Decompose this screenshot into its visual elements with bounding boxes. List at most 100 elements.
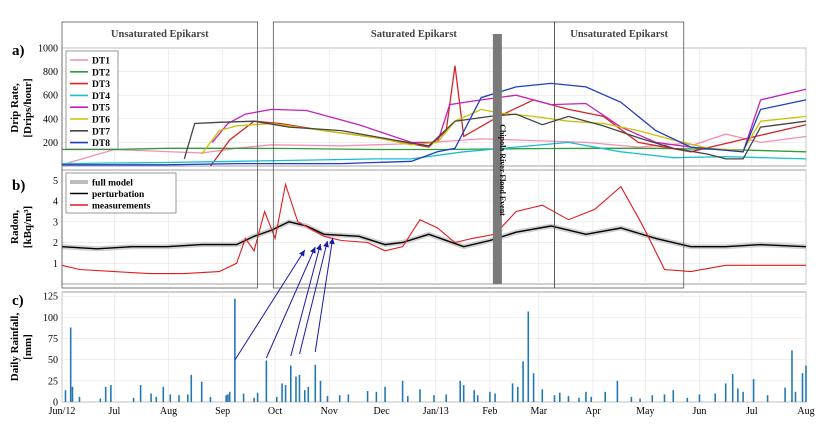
- rain-bar: [494, 393, 496, 402]
- rain-bar: [375, 391, 378, 402]
- rain-bar: [672, 390, 675, 402]
- rain-bar: [242, 393, 245, 402]
- arrow: [314, 237, 335, 353]
- x-tick-label: Jun/12: [49, 406, 76, 417]
- rain-bar: [567, 396, 570, 402]
- rain-bar: [559, 392, 561, 402]
- rainfall-radon-arrows: [234, 237, 335, 361]
- x-axis-ticks: Jun/12 Jul Aug Sep Oct Nov Dec Jan/13 Feb Mar Apr M…: [49, 406, 815, 417]
- rain-bar: [319, 380, 322, 402]
- rain-bar: [326, 396, 329, 402]
- series-measurements: [61, 182, 806, 275]
- legend-entry: full model: [92, 179, 133, 189]
- rain-bar: [698, 394, 701, 402]
- y-tick-label: 50: [48, 355, 58, 366]
- rain-bar: [209, 396, 212, 402]
- y-tick-label: 200: [43, 138, 58, 149]
- rain-bar: [714, 393, 716, 402]
- rain-bar: [476, 395, 479, 402]
- rain-bar: [290, 365, 292, 402]
- x-tick-label: Jun: [693, 406, 707, 417]
- panel-b-ylabel-1: Radon,: [9, 210, 21, 244]
- panel-c-label: c): [12, 293, 24, 309]
- legend-entry: DT4: [92, 92, 110, 102]
- y-tick-label: 75: [48, 334, 58, 345]
- rain-bar: [801, 373, 804, 402]
- x-tick-label: Aug: [797, 406, 814, 417]
- epikarst-regions: Unsaturated Epikarst Saturated Epikarst Un…: [61, 21, 685, 289]
- x-tick-label: Jan/13: [423, 406, 449, 417]
- rain-bar: [445, 394, 447, 402]
- y-tick-label: 400: [43, 114, 58, 125]
- y-tick-label: 3: [53, 217, 58, 228]
- rain-bar: [99, 398, 102, 402]
- legend-box: [65, 50, 119, 150]
- rain-bar: [766, 395, 769, 402]
- rain-bar: [407, 396, 409, 402]
- y-tick-label: 100: [43, 313, 58, 324]
- region-label: Unsaturated Epikarst: [570, 29, 668, 40]
- y-tick-label: 25: [48, 376, 58, 387]
- rain-bar: [541, 389, 544, 402]
- legend-entry: DT7: [92, 127, 110, 137]
- rain-bar: [489, 391, 491, 402]
- y-tick-label: 800: [43, 67, 58, 78]
- rain-bar: [663, 394, 666, 402]
- panel-c-ylabel-2: [mm]: [22, 334, 34, 360]
- panel-a-label: a): [12, 43, 25, 59]
- rain-bar: [150, 393, 152, 402]
- rain-bar: [298, 374, 301, 402]
- arrow: [265, 246, 316, 359]
- panel-b-radon: 1 2 3 4 5 b) Radon, [kBq/m³] full modelpertu…: [9, 169, 807, 285]
- rain-bar: [78, 396, 81, 402]
- region-box: [554, 21, 685, 289]
- panel-a-ylabel-2: [Drips/hour]: [22, 78, 34, 137]
- rain-bar: [578, 397, 580, 402]
- x-tick-label: Feb: [482, 406, 497, 417]
- flood-bar: [492, 34, 502, 284]
- rain-bar: [110, 385, 112, 402]
- rain-bar: [616, 380, 619, 402]
- x-tick-label: Oct: [268, 406, 283, 417]
- y-tick-label: 1000: [38, 44, 58, 55]
- rain-bar: [276, 396, 278, 402]
- rain-bar: [307, 386, 310, 402]
- rain-bar: [234, 298, 236, 402]
- rain-bar: [178, 395, 180, 402]
- rain-bar: [281, 383, 283, 402]
- panel-b-label: b): [12, 178, 25, 194]
- panel-b-ylabel-2: [kBq/m³]: [22, 206, 34, 248]
- legend-entry: DT1: [92, 57, 110, 67]
- rain-bar: [553, 395, 556, 402]
- rain-bar: [651, 395, 654, 402]
- rain-bar: [433, 395, 435, 402]
- rain-bar: [686, 397, 689, 402]
- series-perturbation: [61, 221, 807, 250]
- series-dt2: [62, 147, 807, 153]
- rain-bar: [805, 365, 807, 402]
- rain-bar: [162, 386, 165, 402]
- region-label: Unsaturated Epikarst: [111, 29, 209, 40]
- rain-bar: [527, 311, 530, 402]
- rain-bar: [737, 388, 739, 402]
- rain-bar: [104, 386, 107, 402]
- rain-bar: [228, 391, 231, 402]
- series-dt7: [183, 113, 807, 160]
- y-tick-label: 1: [53, 259, 58, 270]
- rain-bar: [511, 383, 514, 402]
- rain-bar: [155, 396, 158, 402]
- legend-entry: DT6: [92, 116, 110, 126]
- rain-bar: [304, 390, 306, 402]
- y-tick-label: 125: [43, 292, 58, 303]
- rain-bar: [295, 376, 297, 402]
- x-tick-label: Aug: [160, 406, 177, 417]
- rain-bar: [731, 374, 734, 402]
- rain-bar: [724, 383, 727, 402]
- panel-a-ylabel-1: Drip Rate,: [9, 83, 21, 133]
- rain-bar: [459, 380, 461, 402]
- rain-bar: [139, 385, 142, 402]
- panel-a-drip-rate: 200 400 600 800 1000 a) Drip Rate, [Drips/ho…: [9, 43, 807, 167]
